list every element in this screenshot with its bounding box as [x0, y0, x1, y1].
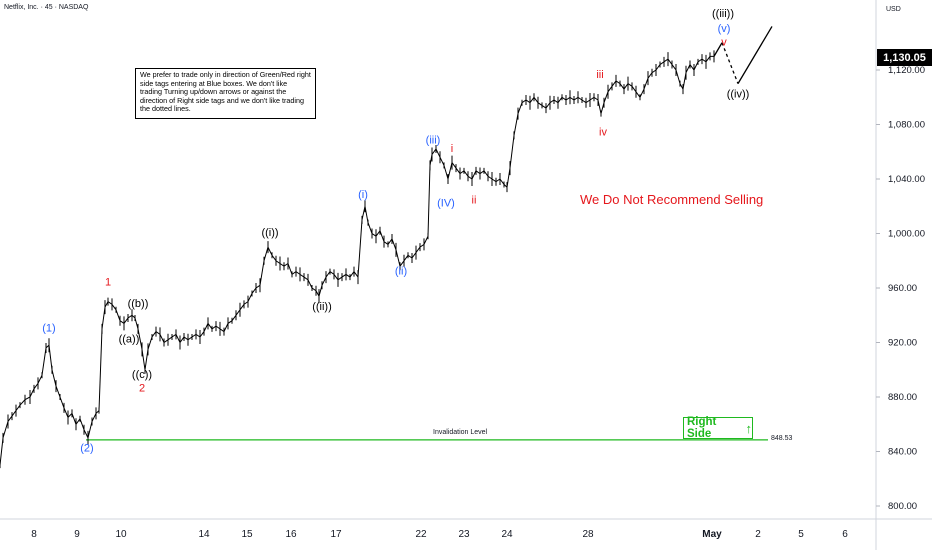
currency-label[interactable]: USD [886, 6, 901, 13]
wave-label: (iii) [426, 135, 441, 147]
invalidation-value: 848.53 [771, 435, 793, 442]
y-tick-label: 920.00 [888, 338, 917, 349]
x-tick-label: 22 [415, 529, 427, 540]
wave-label: (IV) [437, 197, 455, 209]
x-tick-label: 14 [198, 529, 210, 540]
wave-label: ((b)) [128, 298, 149, 310]
y-tick-label: 1,120.00 [888, 65, 925, 76]
wave-label: ii [472, 195, 477, 207]
projection-layer [713, 26, 773, 84]
x-tick-label: 17 [330, 529, 342, 540]
wave-label: ((iv)) [727, 88, 750, 100]
right-side-tag[interactable]: Right Side ↑ [683, 416, 753, 440]
wave-label: iv [599, 126, 607, 138]
x-tick-label: 8 [31, 529, 37, 540]
x-tick-label: 16 [285, 529, 297, 540]
wave-label-layer: (1) (2) 1 ((b)) ((a)) ((c)) 2 ((i)) ((ii)) (i) (ii… [42, 8, 749, 455]
projection-up-segment [713, 42, 723, 57]
y-tick-label: 1,040.00 [888, 174, 925, 185]
price-layer [0, 50, 715, 469]
wave-label: 2 [139, 383, 145, 395]
x-tick-label: 24 [501, 529, 513, 540]
projection-dotted-segment [721, 42, 739, 84]
wave-label: (v) [718, 23, 731, 35]
x-tick-label: 10 [115, 529, 127, 540]
right-side-label: Right Side [687, 416, 717, 440]
y-tick-label: 880.00 [888, 392, 917, 403]
x-tick-label: 5 [798, 529, 804, 540]
wave-label: i [451, 143, 453, 155]
wave-label: ((i)) [261, 227, 278, 239]
last-price-badge: 1,130.05 [877, 49, 932, 66]
wave-label: ((a)) [119, 334, 140, 346]
wave-label: ((c)) [132, 369, 152, 381]
projection-continuation-segment [737, 26, 773, 84]
trading-note-box: We prefer to trade only in direction of … [135, 68, 316, 119]
warning-text: We Do Not Recommend Selling [580, 192, 764, 207]
x-tick-label: 23 [458, 529, 470, 540]
wave-label: 1 [105, 276, 111, 288]
symbol-title: Netflix, Inc. · 45 · NASDAQ [4, 4, 89, 11]
wave-label: ((iii)) [712, 8, 734, 20]
x-tick-label: 6 [842, 529, 848, 540]
wave-label: (i) [358, 189, 368, 201]
y-tick-label: 960.00 [888, 283, 917, 294]
up-arrow-icon: ↑ [745, 420, 753, 436]
wave-label: iii [596, 69, 603, 81]
y-tick-label: 840.00 [888, 447, 917, 458]
x-tick-label: 15 [241, 529, 253, 540]
x-tick-label: May [702, 529, 722, 540]
y-tick-label: 1,080.00 [888, 120, 925, 131]
wave-label: v [721, 36, 727, 48]
x-tick-label: 28 [582, 529, 594, 540]
wave-label: ((ii)) [312, 301, 332, 313]
x-tick-label: 9 [74, 529, 80, 540]
y-tick-label: 800.00 [888, 501, 917, 512]
wave-label: (2) [80, 443, 93, 455]
price-line [0, 55, 714, 466]
x-tick-label: 2 [755, 529, 761, 540]
invalidation-label: Invalidation Level [433, 429, 488, 436]
wave-label: (ii) [395, 265, 407, 277]
wave-label: (1) [42, 323, 55, 335]
y-tick-label: 1,000.00 [888, 229, 925, 240]
